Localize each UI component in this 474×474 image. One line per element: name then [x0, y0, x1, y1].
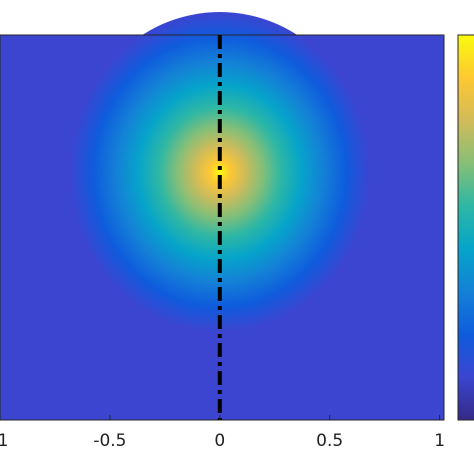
- colorbar: [457, 34, 474, 421]
- x-tick-label: 0.5: [316, 431, 343, 451]
- x-tick-label: 0: [214, 431, 225, 451]
- heatmap-peak: [69, 12, 370, 332]
- plot-area: [0, 12, 445, 421]
- x-tick-label: 1: [434, 431, 445, 451]
- x-tick-label: -1: [0, 431, 8, 451]
- plot-frame: [0, 34, 445, 421]
- x-tick-label: -0.5: [93, 431, 126, 451]
